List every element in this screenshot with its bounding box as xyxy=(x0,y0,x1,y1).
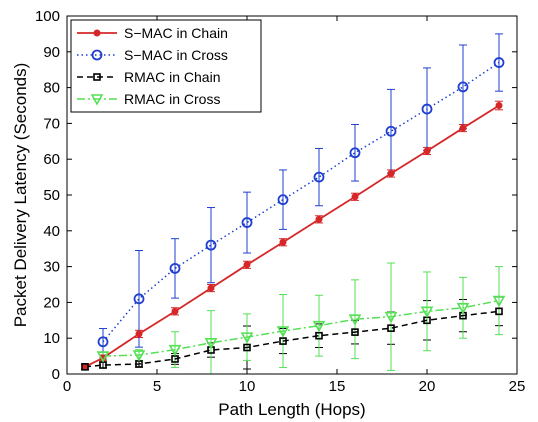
point-s3-8 xyxy=(384,311,398,324)
point-s3-5 xyxy=(276,326,290,338)
point-s0-9 xyxy=(387,170,395,178)
point-s1-1 xyxy=(133,293,145,305)
legend-box xyxy=(70,19,262,113)
point-s2-6 xyxy=(279,337,287,345)
point-s1-2 xyxy=(169,262,181,274)
legend-marker-1 xyxy=(91,49,103,61)
x-tick-label-4: 20 xyxy=(419,378,436,395)
point-s3-6 xyxy=(312,320,326,333)
point-s0-3 xyxy=(171,307,179,315)
point-s0-4 xyxy=(207,284,215,292)
point-s3-0 xyxy=(96,351,110,363)
point-s2-0 xyxy=(81,363,89,371)
point-s2-9 xyxy=(387,324,395,332)
error-bar-s1-5 xyxy=(279,169,287,230)
x-axis-label: Path Length (Hops) xyxy=(218,400,365,419)
error-bar-s1-6 xyxy=(315,147,323,207)
point-s0-11 xyxy=(459,124,467,132)
x-tick-label-2: 10 xyxy=(239,378,256,395)
error-bar-s1-7 xyxy=(351,123,359,182)
legend-item-0: S−MAC in Chain xyxy=(77,25,228,41)
point-s1-11 xyxy=(493,57,505,68)
series-line-3 xyxy=(102,299,500,357)
legend: S−MAC in Chain S−MAC in Cross RMAC in Chai… xyxy=(70,19,262,113)
y-tick-label-4: 40 xyxy=(43,223,60,240)
point-s2-7 xyxy=(315,331,323,340)
legend-label-1: S−MAC in Cross xyxy=(124,47,228,63)
legend-item-1: S−MAC in Cross xyxy=(77,47,228,63)
point-s0-2 xyxy=(135,330,143,338)
point-s1-7 xyxy=(349,147,361,159)
point-s1-8 xyxy=(385,125,397,137)
point-s3-11 xyxy=(492,295,506,308)
legend-item-2: RMAC in Chain xyxy=(77,69,220,85)
point-s2-8 xyxy=(351,328,359,336)
point-s3-10 xyxy=(456,302,470,315)
point-s2-5 xyxy=(243,343,251,352)
legend-marker-3 xyxy=(90,94,104,106)
point-s1-4 xyxy=(241,217,253,228)
point-s1-10 xyxy=(457,81,469,93)
x-tick-label-5: 25 xyxy=(509,378,526,395)
y-tick-label-10: 100 xyxy=(35,8,60,25)
error-bar-s1-4 xyxy=(243,191,251,254)
point-s1-3 xyxy=(205,239,217,251)
point-s3-9 xyxy=(420,306,434,318)
point-s3-2 xyxy=(168,344,182,357)
series-line-2 xyxy=(84,310,500,368)
error-bar-s3-7 xyxy=(351,279,359,360)
point-s3-3 xyxy=(204,338,218,350)
axes: 0 5 10 15 20 25 0 10 20 30 40 50 60 70 80 90 100 xyxy=(35,8,525,395)
x-tick-label-0: 0 xyxy=(63,378,71,395)
legend-marker-2 xyxy=(93,73,101,81)
point-s3-4 xyxy=(240,332,254,344)
point-s1-5 xyxy=(277,194,289,206)
point-s0-12 xyxy=(495,102,503,109)
point-s0-8 xyxy=(351,193,359,201)
legend-marker-0 xyxy=(93,29,101,37)
y-tick-label-1: 10 xyxy=(43,330,60,347)
y-axis-label: Packet Delivery Latency (Seconds) xyxy=(11,63,30,328)
series-markers xyxy=(81,57,506,371)
y-tick-label-0: 0 xyxy=(52,366,60,383)
point-s0-5 xyxy=(243,261,251,269)
y-tick-label-9: 90 xyxy=(43,44,60,61)
point-s1-0 xyxy=(97,336,109,348)
point-s0-6 xyxy=(279,238,287,246)
error-bar-s3-6 xyxy=(315,294,323,357)
x-tick-label-1: 5 xyxy=(153,378,161,395)
legend-label-0: S−MAC in Chain xyxy=(124,25,228,41)
point-s1-6 xyxy=(313,171,325,183)
point-s3-7 xyxy=(348,314,362,326)
point-s3-1 xyxy=(132,350,146,362)
point-s0-10 xyxy=(423,147,431,155)
y-tick-label-3: 30 xyxy=(43,259,60,276)
point-s1-9 xyxy=(421,103,433,115)
y-tick-label-6: 60 xyxy=(43,151,60,168)
legend-label-2: RMAC in Chain xyxy=(124,69,220,85)
y-tick-label-8: 80 xyxy=(43,80,60,97)
error-bar-s1-3 xyxy=(207,207,215,284)
y-tick-label-7: 70 xyxy=(43,115,60,132)
series-line-1 xyxy=(102,61,500,343)
point-s2-12 xyxy=(495,307,503,316)
x-tick-label-3: 15 xyxy=(329,378,346,395)
legend-label-3: RMAC in Cross xyxy=(124,91,220,107)
point-s0-7 xyxy=(315,215,323,223)
error-bar-s1-2 xyxy=(171,238,179,299)
point-s0-0 xyxy=(81,363,89,371)
legend-item-3: RMAC in Cross xyxy=(77,91,220,107)
y-tick-label-5: 50 xyxy=(43,187,60,204)
y-tick-label-2: 20 xyxy=(43,294,60,311)
